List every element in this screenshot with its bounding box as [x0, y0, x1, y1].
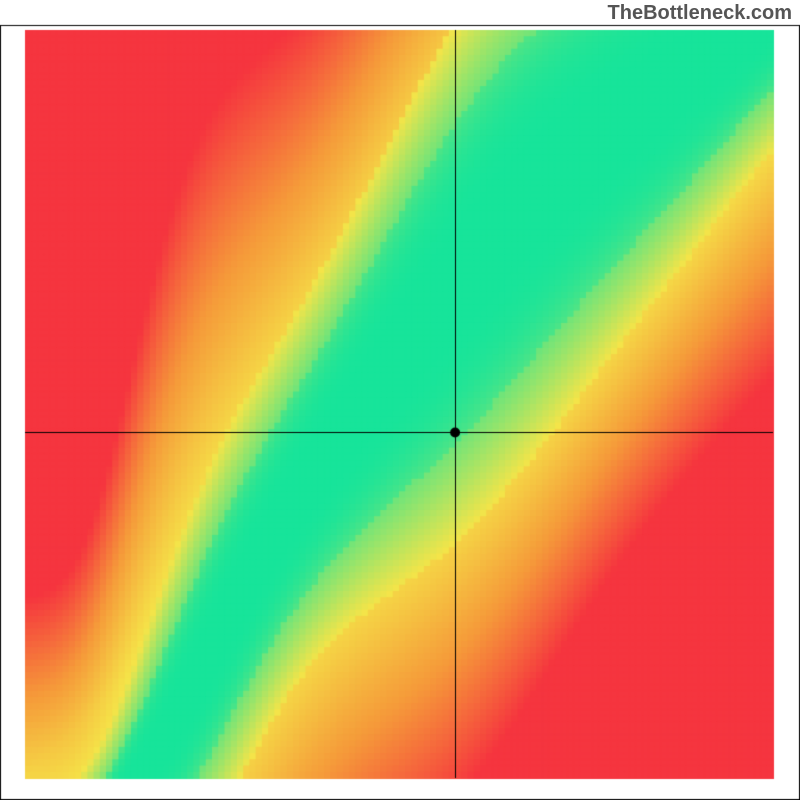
watermark-text: TheBottleneck.com: [608, 2, 792, 25]
chart-container: TheBottleneck.com: [0, 0, 800, 800]
bottleneck-heatmap-canvas: [0, 0, 800, 800]
